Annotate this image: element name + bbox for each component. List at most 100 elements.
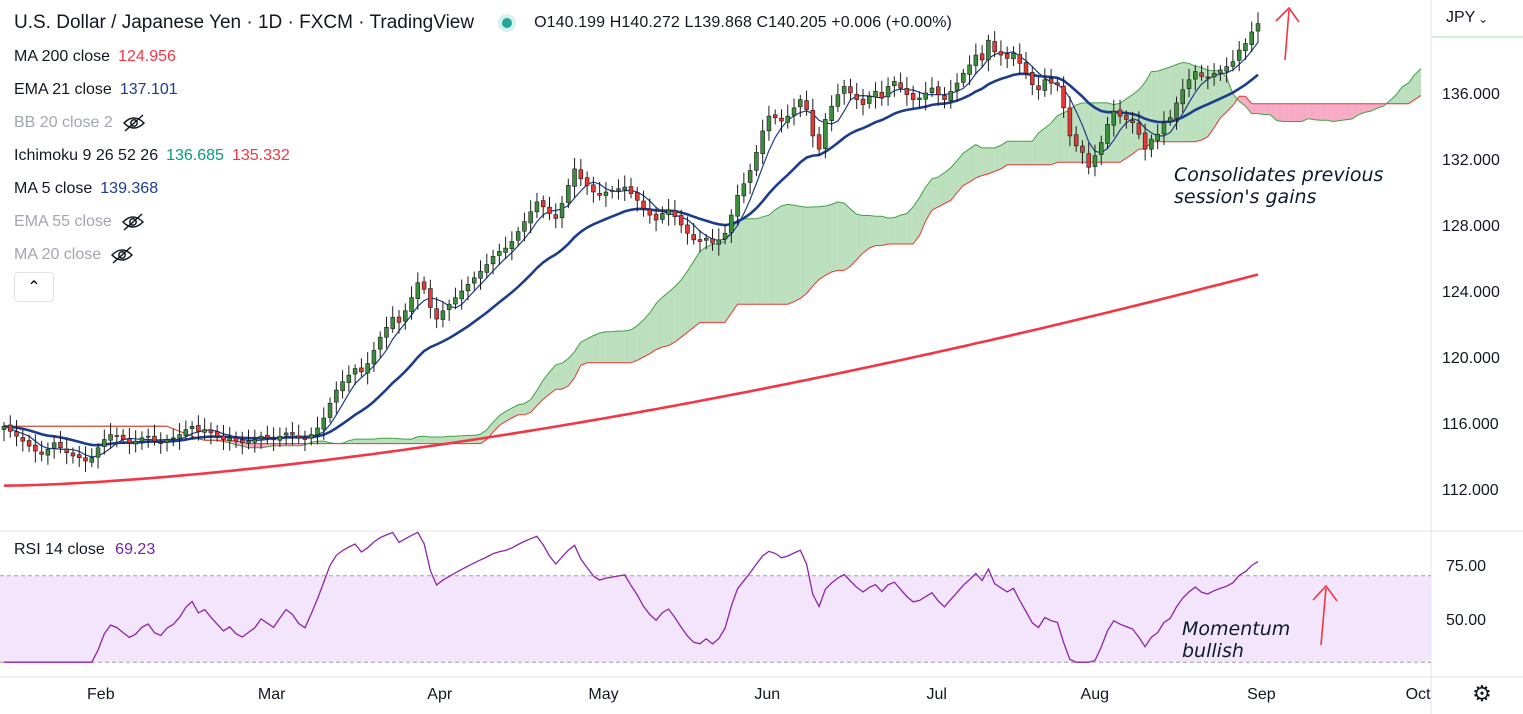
candle-body: [1180, 89, 1186, 105]
cloud-segment: [781, 204, 788, 305]
cloud-segment: [687, 261, 694, 333]
candle-body: [95, 447, 101, 458]
time-tick-label: Aug: [1081, 686, 1109, 703]
cloud-segment: [637, 319, 644, 361]
price-annotation: Consolidates previous session's gains: [1174, 164, 1383, 208]
candle-body: [729, 214, 734, 233]
cloud-segment: [424, 436, 431, 444]
candle: [484, 253, 490, 279]
candle-body: [227, 437, 232, 442]
cloud-segment: [888, 217, 895, 244]
candle: [95, 443, 101, 469]
cloud-segment: [1220, 70, 1227, 118]
candle: [779, 109, 784, 133]
cloud-segment: [693, 251, 700, 328]
candles: [1, 12, 1261, 472]
candle: [33, 434, 38, 463]
legend-row[interactable]: BB 20 close 2: [14, 106, 298, 139]
candle: [597, 181, 602, 201]
cloud-segment: [800, 206, 807, 299]
candle: [189, 421, 195, 440]
candle-body: [754, 152, 759, 171]
gear-icon[interactable]: ⚙: [1472, 681, 1492, 706]
cloud-segment: [562, 358, 569, 390]
cloud-segment: [1301, 103, 1309, 122]
candle-body: [553, 214, 559, 219]
candle-body: [835, 94, 841, 107]
rsi-arrow: [1312, 584, 1338, 646]
legend-row[interactable]: Ichimoku 9 26 52 26 136.685 135.332: [14, 139, 298, 172]
candle: [26, 434, 32, 453]
candle-body: [766, 115, 772, 132]
cloud-segment: [762, 215, 769, 305]
price-annotation-line2: session's gains: [1174, 186, 1317, 208]
cloud-segment: [869, 215, 876, 249]
legend-row[interactable]: MA 200 close 124.956: [14, 40, 298, 73]
time-axis[interactable]: Feb Mar Apr May Jun Jul Aug Sep Oct: [87, 686, 1431, 703]
eye-off-icon[interactable]: [109, 245, 135, 265]
candle-body: [647, 209, 653, 216]
legend-row[interactable]: MA 5 close 139.368: [14, 172, 298, 205]
candle: [766, 105, 772, 141]
currency-selector[interactable]: JPY ⌃: [1432, 0, 1523, 38]
price-axis[interactable]: 112.000 116.000 120.000 124.000 128.000 132.0…: [1442, 86, 1500, 499]
candle-body: [961, 72, 966, 83]
candle-body: [584, 177, 590, 186]
candle-body: [396, 316, 402, 323]
cloud-segment: [1308, 103, 1315, 120]
currency-label: JPY: [1446, 9, 1476, 26]
candle: [233, 431, 239, 449]
candle-body: [1205, 76, 1211, 79]
candle-body: [1199, 72, 1204, 77]
cloud-segment: [1239, 96, 1246, 107]
legend-row[interactable]: EMA 21 close 137.101: [14, 73, 298, 106]
cloud-segment: [580, 338, 588, 366]
indicator-legend: MA 200 close 124.956 EMA 21 close 137.101 BB…: [14, 40, 298, 271]
symbol-title[interactable]: U.S. Dollar / Japanese Yen · 1D · FXCM ·…: [14, 12, 475, 33]
candle-body: [779, 117, 784, 122]
cloud-segment: [674, 279, 682, 343]
candle-body: [258, 435, 264, 440]
legend-row[interactable]: EMA 55 close: [14, 205, 298, 238]
collapse-legend-button[interactable]: ⌃: [14, 272, 54, 302]
time-tick-label: May: [588, 686, 618, 703]
cloud-segment: [1395, 86, 1403, 104]
legend-name: MA 5 close: [14, 180, 93, 197]
candle: [867, 91, 872, 109]
chevron-down-icon: ⌃: [1478, 11, 1489, 25]
candle: [1017, 43, 1022, 75]
candle-body: [722, 232, 728, 240]
cloud-segment: [1289, 103, 1296, 122]
cloud-segment: [656, 297, 663, 350]
eye-off-icon[interactable]: [121, 113, 147, 133]
candle-body: [428, 288, 433, 308]
candle: [892, 76, 897, 97]
cloud-segment: [1333, 103, 1340, 122]
cloud-segment: [975, 144, 983, 178]
cloud-segment: [913, 197, 920, 244]
cloud-segment: [668, 286, 675, 346]
time-tick-label: Mar: [258, 686, 286, 703]
cloud-segment: [812, 206, 820, 287]
ma200-line: [3, 273, 1259, 487]
cloud-segment: [1414, 68, 1422, 100]
candle: [829, 95, 834, 132]
candle-body: [321, 417, 327, 430]
rsi-name[interactable]: RSI 14 close: [14, 541, 105, 558]
candle-body: [948, 91, 954, 101]
candle-body: [798, 99, 803, 108]
cloud-segment: [969, 144, 976, 183]
rsi-axis[interactable]: 50.00 75.00: [1446, 558, 1486, 629]
candle-body: [133, 440, 138, 445]
cloud-segment: [1019, 141, 1027, 165]
cloud-segment: [850, 208, 857, 267]
eye-off-icon[interactable]: [120, 212, 146, 232]
legend-row[interactable]: MA 20 close: [14, 238, 298, 271]
candle: [1099, 135, 1104, 166]
candle: [986, 34, 991, 72]
candle-body: [904, 88, 910, 95]
candle-body: [177, 434, 182, 439]
candle: [666, 198, 671, 226]
rsi-fill: [0, 575, 1431, 663]
